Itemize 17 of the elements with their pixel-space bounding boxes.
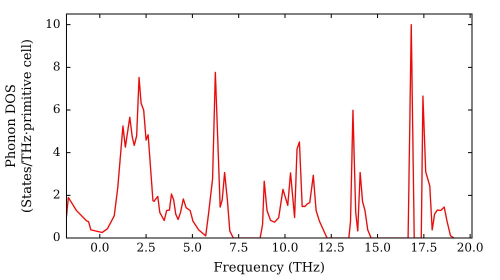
y-tick-label: 10: [45, 16, 60, 31]
x-tick-label: 15.0: [364, 240, 391, 254]
y-tick-label: 0: [52, 230, 60, 244]
y-tick-label: 2: [52, 187, 60, 202]
x-tick-label: 12.5: [318, 240, 345, 254]
x-tick-label: 5.0: [182, 240, 202, 254]
x-tick-label: 7.5: [229, 240, 248, 254]
x-axis-title: Frequency (THz): [214, 260, 325, 276]
x-tick-label: 2.5: [136, 240, 156, 254]
y-tick-label: 6: [52, 102, 60, 116]
y-tick-label: 8: [52, 59, 60, 74]
y-axis-title: Phonon DOS (States/THz·primitive cell): [4, 38, 35, 214]
x-tick-label: 10.0: [272, 240, 298, 254]
x-tick-label: 17.5: [410, 240, 438, 254]
y-tick-label: 4: [52, 144, 61, 159]
x-tick-label: 0.0: [90, 240, 110, 254]
x-tick-label: 20.0: [456, 240, 484, 254]
